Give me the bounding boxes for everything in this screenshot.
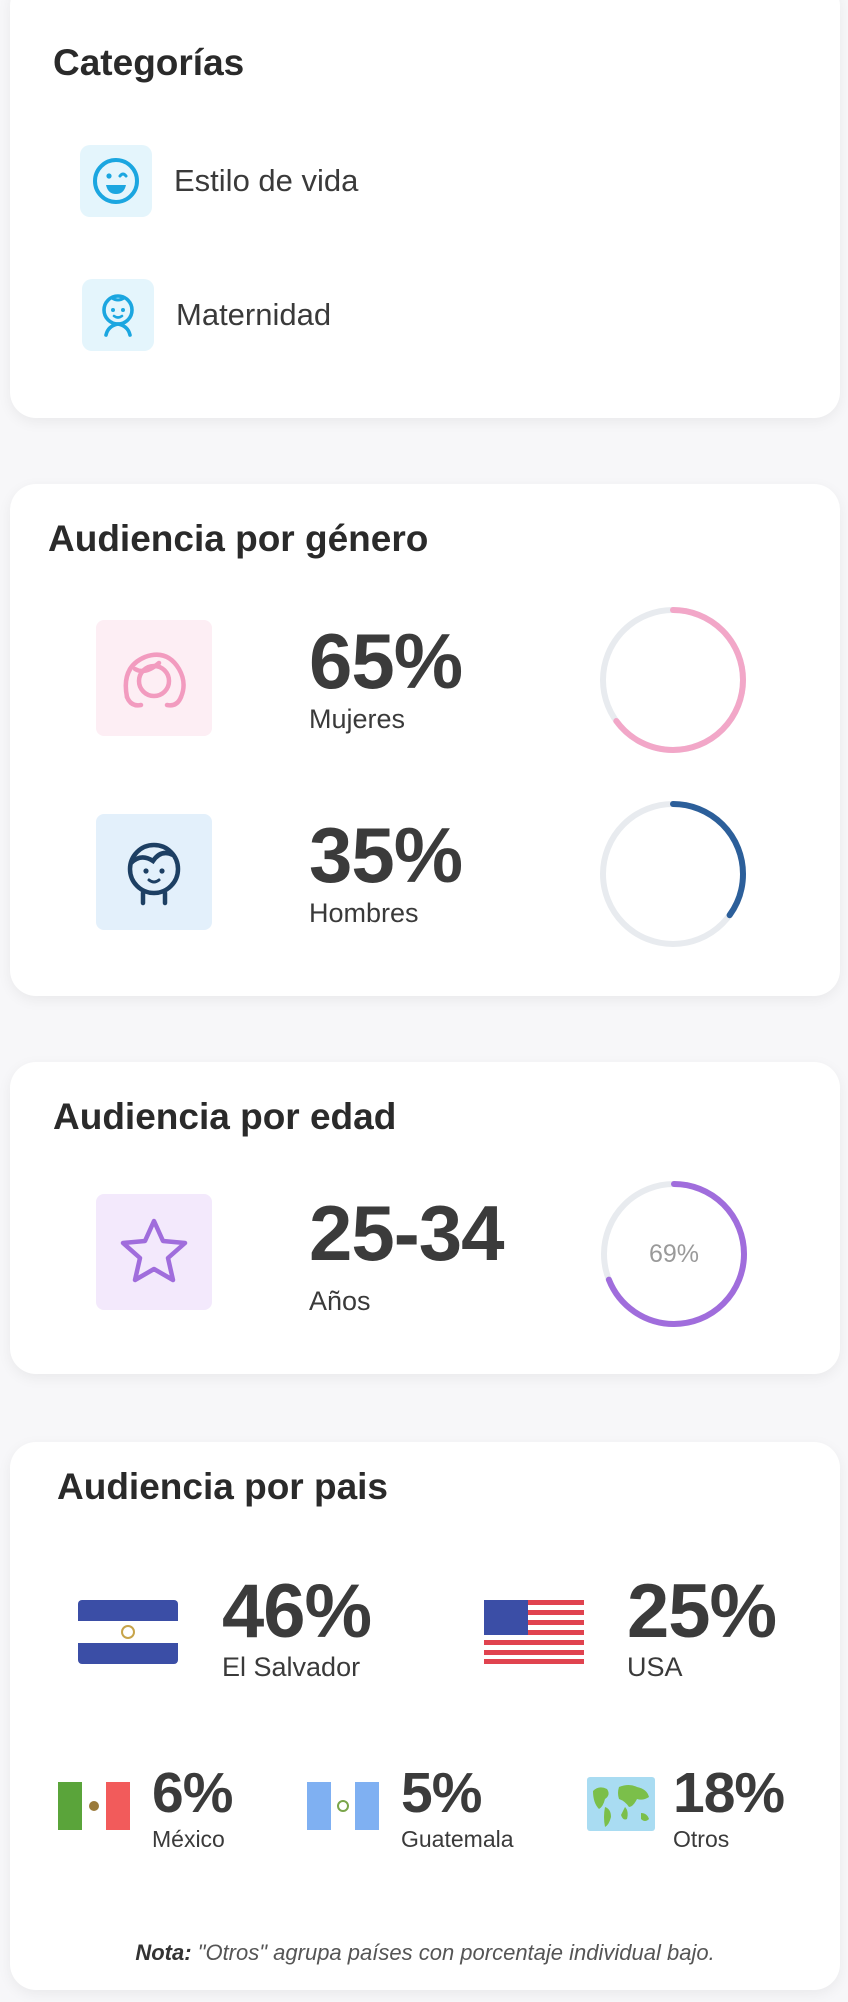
guatemala-percentage: 5% — [401, 1761, 482, 1825]
woman-icon — [96, 620, 212, 736]
mexico-label: México — [152, 1826, 225, 1852]
country-note: Nota: "Otros" agrupa países con porcenta… — [10, 1940, 840, 1966]
gender-title: Audiencia por género — [48, 518, 429, 559]
country-card: Audiencia por pais 46% El Salvador 25% U… — [10, 1442, 840, 1990]
category-item-maternity[interactable]: Maternidad — [82, 279, 331, 351]
women-ring — [600, 607, 746, 753]
usa-label: USA — [627, 1652, 683, 1682]
man-icon — [96, 814, 212, 930]
women-label: Mujeres — [309, 704, 406, 734]
country-title: Audiencia por pais — [57, 1466, 389, 1507]
otros-label: Otros — [673, 1826, 730, 1852]
age-label: Años — [309, 1286, 371, 1316]
smiley-icon — [80, 145, 152, 217]
mexico-flag-icon — [58, 1782, 130, 1830]
gender-row-women: 65% Mujeres — [10, 607, 840, 753]
star-icon — [96, 1194, 212, 1310]
baby-icon — [82, 279, 154, 351]
otros-percentage: 18% — [673, 1761, 785, 1825]
guatemala-label: Guatemala — [401, 1826, 514, 1852]
note-text: "Otros" agrupa países con porcentaje ind… — [191, 1940, 715, 1965]
gender-card: Audiencia por género 65% Mujeres — [10, 484, 840, 996]
gender-row-men: 35% Hombres — [10, 801, 840, 947]
category-label: Estilo de vida — [174, 163, 359, 198]
age-row: 25-34 Años 69% — [10, 1181, 840, 1327]
usa-flag-icon — [484, 1600, 584, 1664]
world-map-icon — [587, 1777, 655, 1831]
women-percentage: 65% — [309, 617, 463, 705]
el-salvador-flag-icon — [78, 1600, 178, 1664]
men-ring — [600, 801, 746, 947]
el-salvador-percentage: 46% — [222, 1569, 372, 1654]
age-card: Audiencia por edad 25-34 Años 69% — [10, 1062, 840, 1374]
guatemala-flag-icon — [307, 1782, 379, 1830]
categories-title: Categorías — [53, 42, 245, 83]
note-label: Nota: — [135, 1940, 192, 1965]
category-label: Maternidad — [176, 297, 332, 332]
el-salvador-label: El Salvador — [222, 1652, 361, 1682]
age-ring-text: 69% — [649, 1240, 699, 1268]
categories-card: Categorías Estilo de vida Maternidad — [10, 0, 840, 418]
men-percentage: 35% — [309, 811, 463, 899]
category-item-lifestyle[interactable]: Estilo de vida — [80, 145, 358, 217]
men-label: Hombres — [309, 898, 419, 928]
usa-percentage: 25% — [627, 1569, 777, 1654]
age-ring: 69% — [601, 1181, 747, 1327]
age-title: Audiencia por edad — [53, 1096, 397, 1137]
mexico-percentage: 6% — [152, 1761, 233, 1825]
age-range: 25-34 — [309, 1189, 504, 1277]
